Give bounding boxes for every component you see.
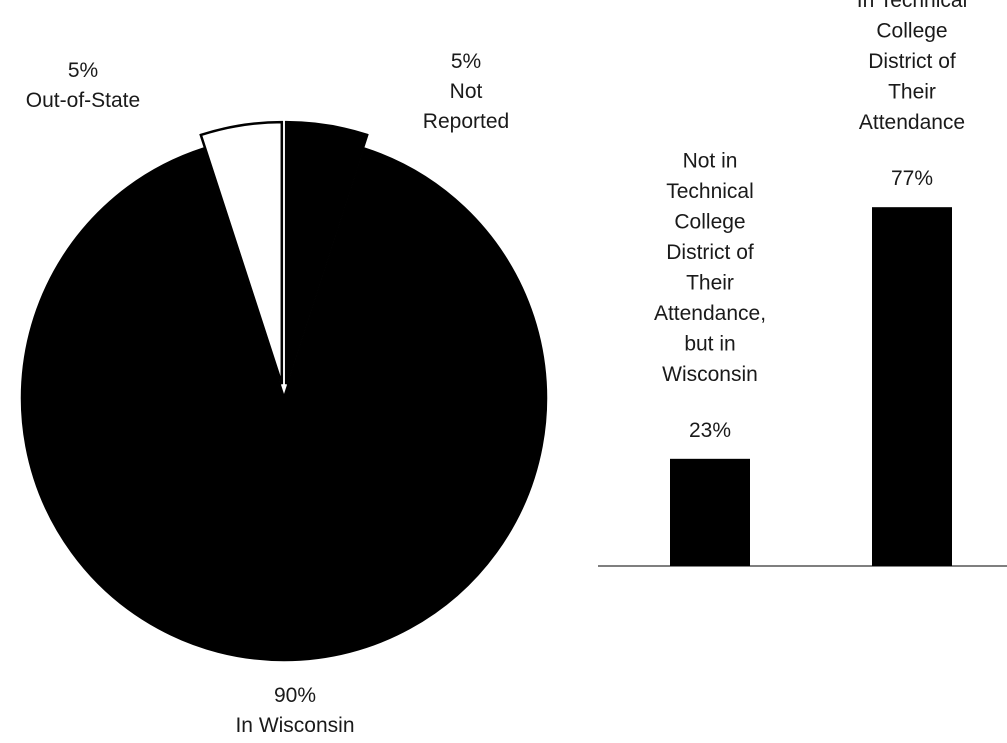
pie-chart: 90% In Wisconsin 5% Out-of-State 5% Not Report… [20,50,548,737]
bar-value-label: 77% [891,167,933,190]
pie-slice-out-of-state [199,120,284,385]
pie-value-label: 5% [68,59,98,82]
bar-category-line: Their [888,81,936,104]
pie-category-label: In Wisconsin [235,714,354,737]
pie-label-out-of-state: 5% Out-of-State [26,59,140,112]
pie-label-in-wisconsin: 90% In Wisconsin [235,684,354,737]
bar-category-line: College [674,210,745,233]
bar-category-line: Technical [666,180,754,203]
bar-category-line: Their [686,271,734,294]
bar-category-line: District of [868,50,956,73]
bar-value-label: 23% [689,419,731,442]
bar-category-line: Attendance [859,111,965,134]
bar-category-label: In Technical College District of Their Atten… [857,0,968,134]
pie-category-label: Reported [423,110,509,133]
bar-category-line: College [876,20,947,43]
pie-category-label: Not [450,80,483,103]
pie-label-not-reported: 5% Not Reported [423,50,509,133]
bar-category-label: Not in Technical College District of Their At… [654,149,766,386]
bar-category-line: but in [684,332,735,355]
pie-value-label: 90% [274,684,316,707]
bar-not-in-district [670,458,750,566]
pie-slice-not-reported [284,120,369,385]
bar-category-line: Attendance, [654,302,766,325]
bar-category-line: District of [666,241,754,264]
bar-category-line: In Technical [857,0,968,12]
pie-category-label: Out-of-State [26,89,140,112]
bar-in-district [872,207,952,566]
pie-value-label: 5% [451,50,481,73]
bar-category-line: Wisconsin [662,363,758,386]
bar-category-line: Not in [683,149,738,172]
bar-chart: 23% Not in Technical College District of Thei… [598,0,1007,567]
pie-slice-in-wisconsin [20,147,548,662]
